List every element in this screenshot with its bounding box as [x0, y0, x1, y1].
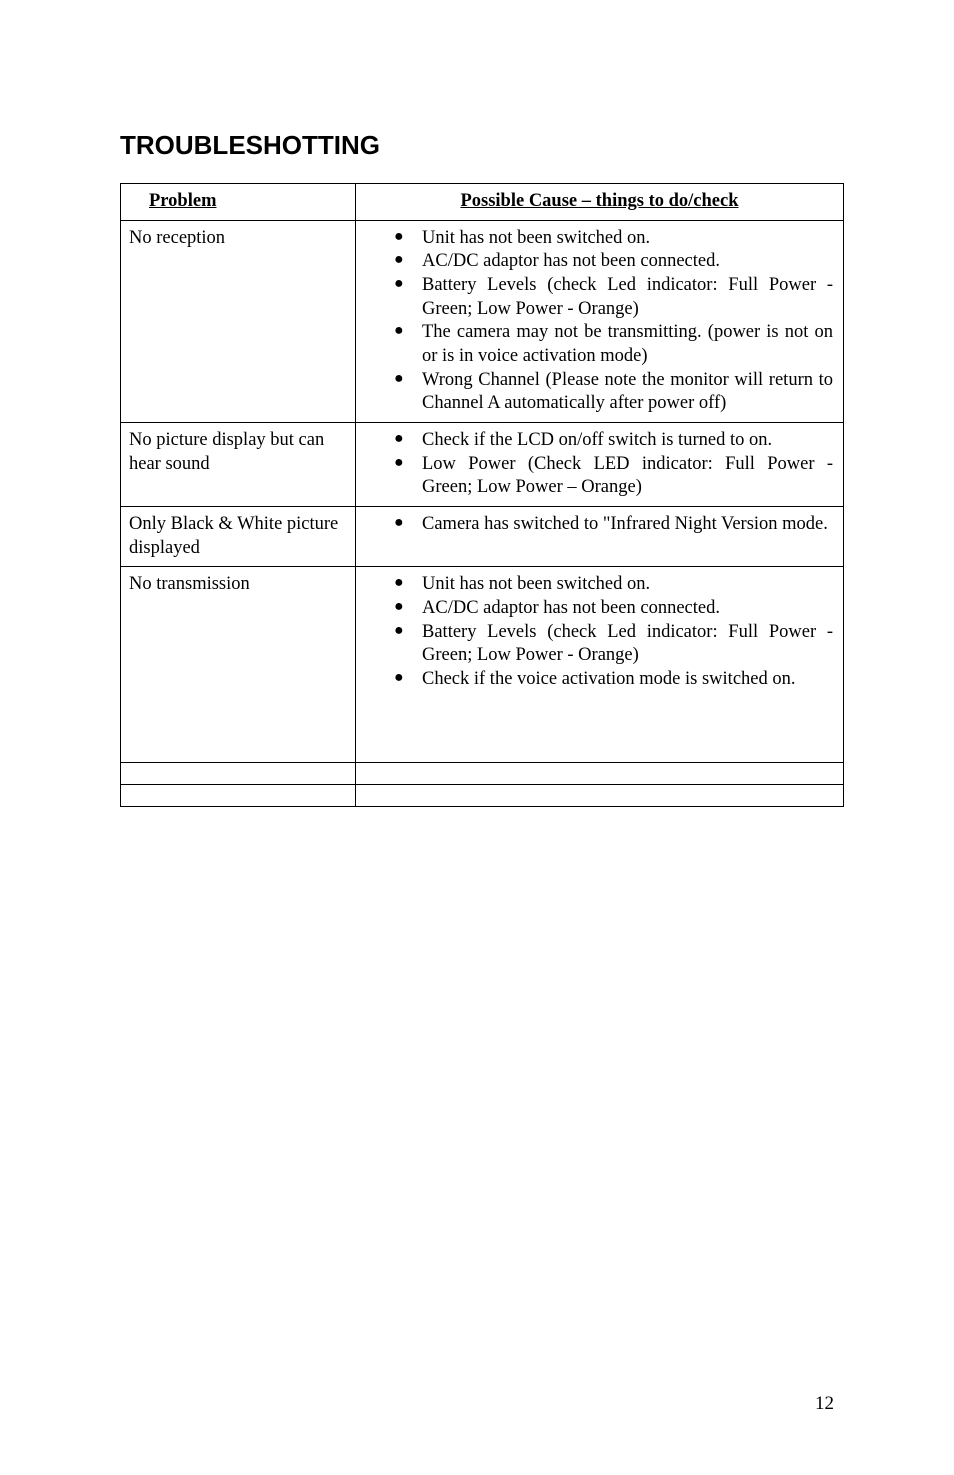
list-item: Battery Levels (check Led indicator: Ful… — [394, 621, 833, 668]
cause-cell: Unit has not been switched on.AC/DC adap… — [356, 220, 844, 422]
cause-list: Check if the LCD on/off switch is turned… — [366, 429, 833, 500]
cause-list: Unit has not been switched on.AC/DC adap… — [366, 227, 833, 416]
list-item: Wrong Channel (Please note the monitor w… — [394, 369, 833, 416]
list-item: AC/DC adaptor has not been connected. — [394, 597, 833, 621]
problem-cell: No reception — [121, 220, 356, 422]
list-item: Unit has not been switched on. — [394, 573, 833, 597]
list-item: Low Power (Check LED indicator: Full Pow… — [394, 453, 833, 500]
table-row — [121, 762, 844, 784]
list-item: AC/DC adaptor has not been connected. — [394, 250, 833, 274]
table-row — [121, 784, 844, 806]
table-row: Only Black & White picture displayed Came… — [121, 507, 844, 567]
page-number: 12 — [815, 1393, 834, 1415]
cause-cell: Check if the LCD on/off switch is turned… — [356, 423, 844, 507]
list-item: Battery Levels (check Led indicator: Ful… — [394, 274, 833, 321]
table-row: No transmissionUnit has not been switche… — [121, 567, 844, 762]
problem-cell: No picture display but can hear sound — [121, 423, 356, 507]
list-item: The camera may not be transmitting. (pow… — [394, 321, 833, 368]
empty-cell — [121, 784, 356, 806]
list-item: Camera has switched to "Infrared Night V… — [394, 513, 833, 537]
troubleshooting-table: Problem Possible Cause – things to do/ch… — [120, 183, 844, 807]
empty-cell — [356, 784, 844, 806]
column-header-problem: Problem — [121, 184, 356, 221]
page-heading: TROUBLESHOTTING — [120, 130, 844, 161]
list-item: Check if the LCD on/off switch is turned… — [394, 429, 833, 453]
column-header-cause: Possible Cause – things to do/check — [356, 184, 844, 221]
cause-list: Camera has switched to "Infrared Night V… — [366, 513, 833, 537]
cause-cell: Camera has switched to "Infrared Night V… — [356, 507, 844, 567]
list-item: Unit has not been switched on. — [394, 227, 833, 251]
list-item: Check if the voice activation mode is sw… — [394, 668, 833, 692]
cause-list: Unit has not been switched on.AC/DC adap… — [366, 573, 833, 691]
empty-cell — [356, 762, 844, 784]
table-row: No picture display but can hear sound Che… — [121, 423, 844, 507]
cause-cell: Unit has not been switched on.AC/DC adap… — [356, 567, 844, 762]
table-row: No receptionUnit has not been switched o… — [121, 220, 844, 422]
problem-cell: Only Black & White picture displayed — [121, 507, 356, 567]
problem-cell: No transmission — [121, 567, 356, 762]
empty-cell — [121, 762, 356, 784]
